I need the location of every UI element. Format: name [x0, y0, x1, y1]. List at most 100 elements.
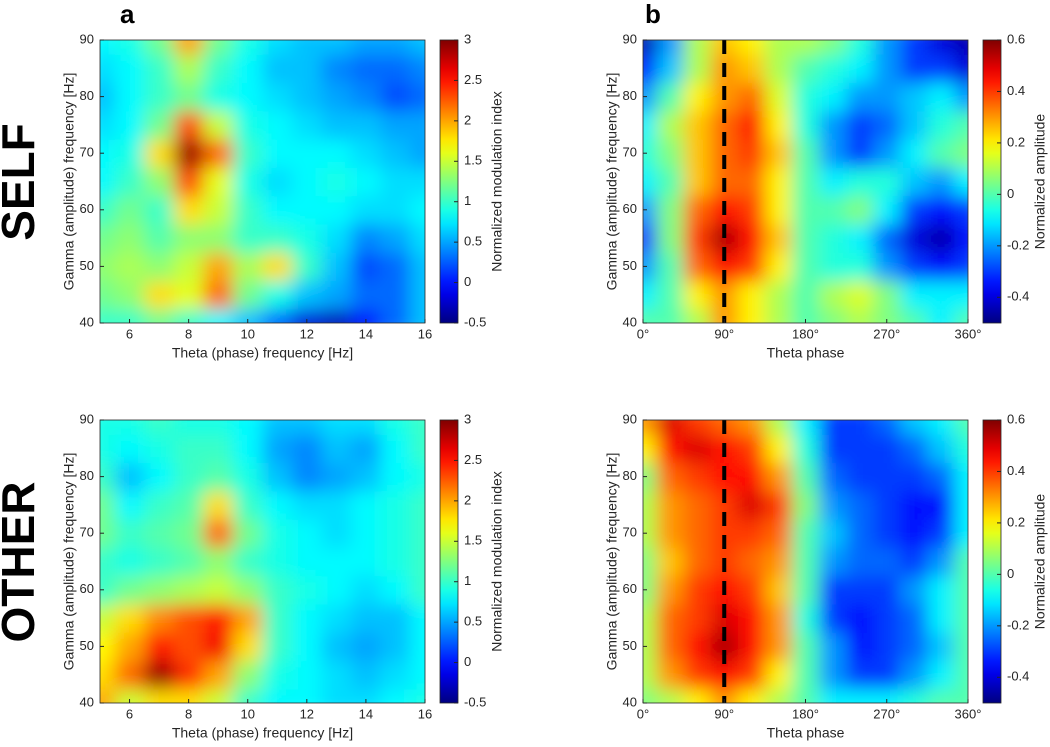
- colorbar-tick-label: 2.5: [464, 452, 482, 467]
- heatmap-cell: [954, 688, 968, 703]
- heatmap-cell: [737, 660, 766, 690]
- heatmap-cell: [351, 167, 382, 197]
- heatmap-cell: [100, 603, 116, 633]
- heatmap-cell: [656, 660, 685, 690]
- heatmap-cell: [954, 167, 968, 197]
- colorbar-tick-label: 2: [464, 112, 471, 127]
- heatmap-cell: [232, 223, 264, 253]
- heatmap-cell: [764, 434, 793, 464]
- heatmap-cell: [173, 195, 205, 225]
- heatmap-cell: [900, 660, 928, 690]
- heatmap-cell: [954, 490, 968, 520]
- heatmap-cell: [173, 82, 205, 112]
- heatmap-cell: [232, 519, 264, 548]
- heatmap-cells: [100, 40, 425, 323]
- heatmap-cell: [873, 420, 901, 435]
- heatmap-cell: [683, 82, 712, 112]
- heatmap-cell: [321, 434, 352, 464]
- heatmap-cell: [900, 54, 928, 84]
- heatmap-cell: [232, 195, 264, 225]
- heatmap-cell: [819, 547, 847, 577]
- heatmap-cell: [683, 660, 712, 690]
- heatmap-cell: [380, 280, 411, 310]
- heatmap-cell: [873, 82, 901, 112]
- heatmap-cell: [764, 40, 793, 55]
- heatmap-cell: [710, 308, 739, 323]
- heatmap-cell: [262, 308, 293, 323]
- heatmap-cell: [819, 223, 847, 253]
- colorbar-tick-label: 2: [464, 492, 471, 507]
- heatmap-cell: [683, 420, 712, 435]
- heatmap-cell: [351, 462, 382, 492]
- heatmap-cell: [321, 54, 352, 84]
- x-axis-label: Theta phase: [767, 345, 845, 361]
- heatmap-cell: [203, 660, 234, 690]
- y-tick-label: 70: [80, 525, 94, 540]
- heatmap-cell: [173, 632, 205, 662]
- heatmap-cell: [656, 54, 685, 84]
- heatmap-cell: [292, 603, 323, 633]
- heatmap-cell: [873, 110, 901, 140]
- heatmap-cell: [351, 547, 382, 577]
- y-tick-label: 40: [623, 314, 637, 329]
- row-label: OTHER: [0, 482, 44, 643]
- heatmap-cell: [764, 490, 793, 520]
- heatmap-cell: [232, 110, 264, 140]
- heatmap-cell: [262, 54, 293, 84]
- heatmap-cell: [643, 420, 658, 435]
- heatmap-cell: [846, 223, 874, 253]
- heatmap-cell: [173, 308, 205, 323]
- heatmap-cell: [262, 110, 293, 140]
- heatmap-cell: [114, 688, 145, 703]
- heatmap-cell: [846, 603, 874, 633]
- heatmap-cell: [900, 603, 928, 633]
- heatmap-cell: [791, 252, 820, 282]
- heatmap-cell: [203, 110, 234, 140]
- y-tick-label: 80: [80, 88, 94, 103]
- heatmap-cell: [173, 434, 205, 464]
- heatmap-cell: [114, 195, 145, 225]
- heatmap-cell: [100, 519, 116, 548]
- heatmap-cell: [873, 195, 901, 225]
- heatmap-cell: [643, 490, 658, 520]
- heatmap-cell: [819, 434, 847, 464]
- heatmap-cell: [683, 40, 712, 55]
- heatmap-cell: [791, 223, 820, 253]
- colorbar-tick-label: 1.5: [464, 153, 482, 168]
- heatmap-cell: [410, 139, 425, 168]
- heatmap-cell: [292, 308, 323, 323]
- heatmap-cell: [900, 420, 928, 435]
- heatmap-cell: [900, 82, 928, 112]
- heatmap-cell: [321, 280, 352, 310]
- heatmap-cell: [737, 547, 766, 577]
- heatmap-cell: [173, 688, 205, 703]
- heatmap-cell: [819, 252, 847, 282]
- heatmap-cell: [292, 280, 323, 310]
- heatmap-cell: [656, 603, 685, 633]
- y-tick-label: 50: [80, 638, 94, 653]
- heatmap-cell: [351, 223, 382, 253]
- plot-area: [643, 40, 968, 323]
- heatmap-cell: [410, 54, 425, 84]
- y-tick-label: 90: [80, 411, 94, 426]
- heatmap-cell: [114, 110, 145, 140]
- heatmap-cell: [203, 632, 234, 662]
- heatmap-cell: [100, 139, 116, 168]
- colorbar-tick-label: 0.6: [1007, 411, 1025, 426]
- heatmap-cell: [321, 167, 352, 197]
- heatmap-cell: [900, 632, 928, 662]
- heatmap-cell: [321, 82, 352, 112]
- heatmap-cell: [846, 82, 874, 112]
- heatmap-cell: [683, 519, 712, 548]
- heatmap-cell: [203, 167, 234, 197]
- heatmap-cell: [100, 223, 116, 253]
- y-tick-label: 40: [80, 314, 94, 329]
- heatmap-cell: [292, 490, 323, 520]
- colorbar-tick-label: 0.2: [1007, 514, 1025, 529]
- heatmap-cell: [114, 308, 145, 323]
- heatmap-cell: [873, 688, 901, 703]
- heatmap-cell: [737, 82, 766, 112]
- x-tick-label: 16: [418, 326, 432, 341]
- y-tick-label: 80: [623, 88, 637, 103]
- x-tick-label: 360°: [955, 706, 982, 721]
